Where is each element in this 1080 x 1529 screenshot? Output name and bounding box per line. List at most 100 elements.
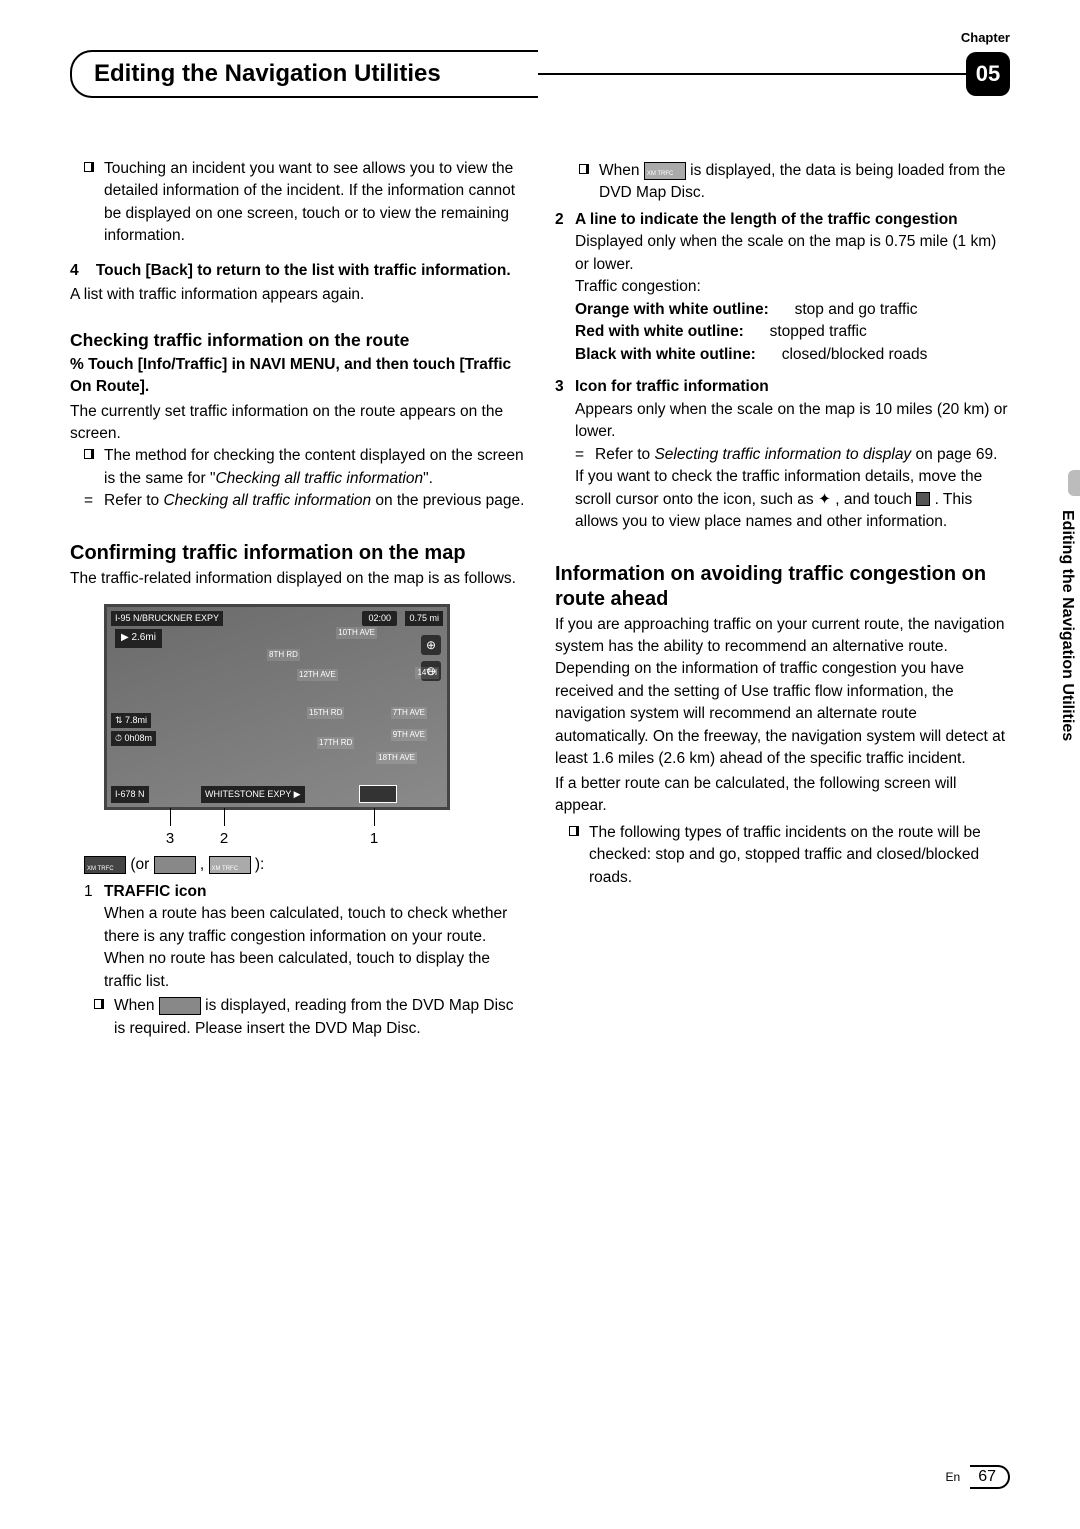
body-text: A list with traffic information appears … [70, 284, 525, 306]
body-text: Touching an incident you want to see all… [104, 160, 515, 244]
right-column: When XM TRFC is displayed, the data is b… [555, 158, 1010, 1040]
traffic-chip-icon [159, 997, 201, 1015]
zoom-in-icon[interactable]: ⊕ [421, 635, 441, 655]
list-number: 2 [555, 209, 564, 231]
callout-number: 1 [370, 828, 378, 850]
xref-item: = Refer to Checking all traffic informat… [70, 490, 525, 512]
map-scale: 0.75 mi [405, 611, 443, 626]
road-label: 14TH [415, 667, 439, 679]
subheading: Checking traffic information on the rout… [70, 329, 525, 352]
bullet-icon [84, 449, 94, 459]
bullet-icon [94, 999, 104, 1009]
content-columns: Touching an incident you want to see all… [70, 158, 1010, 1040]
page-number: 67 [970, 1465, 1010, 1489]
callout-number: 3 [166, 828, 174, 850]
header: Editing the Navigation Utilities 05 [70, 50, 1010, 98]
chapter-number: 05 [966, 52, 1010, 96]
left-column: Touching an incident you want to see all… [70, 158, 525, 1040]
side-tab-marker [1068, 470, 1080, 496]
road-label: 7TH AVE [391, 707, 427, 719]
list-number: 3 [555, 376, 564, 398]
button-icon [916, 492, 930, 506]
xref-item: = Refer to Selecting traffic information… [555, 444, 1010, 466]
list-title: TRAFFIC icon [104, 883, 206, 900]
step-number: 4 [70, 262, 79, 279]
callout-line [170, 808, 171, 826]
body-text: Refer to [595, 446, 654, 463]
body-text-italic: Checking all traffic information [163, 492, 371, 509]
page: Chapter Editing the Navigation Utilities… [0, 0, 1080, 1529]
body-text: , and touch [835, 491, 916, 508]
road-label: 15TH RD [307, 707, 344, 719]
body-text: When [599, 162, 644, 179]
bullet-icon [569, 826, 579, 836]
xref-marker: = [84, 490, 93, 512]
road-label: 9TH AVE [391, 729, 427, 741]
definition-row: Orange with white outline: stop and go t… [555, 299, 1010, 321]
body-text: ): [255, 856, 264, 873]
body-text: on page 69. [911, 446, 997, 463]
callout-line [224, 808, 225, 826]
xref-marker: = [575, 444, 584, 466]
body-text: on the previous page. [371, 492, 524, 509]
road-label: 18TH AVE [376, 752, 417, 764]
map-traffic-icon[interactable] [359, 785, 397, 803]
chip-row: XM TRFC (or , XM TRFC ): [70, 854, 525, 876]
list-item-1: 1 TRAFFIC icon When a route has been cal… [70, 881, 525, 993]
bullet-item: The method for checking the content disp… [70, 445, 525, 490]
body-text: When a route has been calculated, touch … [104, 905, 507, 989]
list-title: Icon for traffic information [575, 378, 769, 395]
step-4: 4 Touch [Back] to return to the list wit… [70, 260, 525, 282]
map-road-label: I-95 N/BRUCKNER EXPY [111, 611, 223, 626]
language-label: En [946, 1470, 961, 1484]
traffic-chip-icon [154, 856, 196, 874]
heading: Information on avoiding traffic congesti… [555, 562, 1010, 612]
body-text: ". [423, 470, 433, 487]
body-text: The following types of traffic incidents… [589, 824, 981, 886]
map-distance: ▶ 2.6mi [115, 629, 162, 648]
header-rule [538, 73, 968, 75]
figure-callouts: 3 2 1 [104, 816, 444, 850]
bullet-item: When is displayed, reading from the DVD … [70, 995, 525, 1040]
body-text: If you are approaching traffic on your c… [555, 614, 1010, 771]
list-item-3: 3 Icon for traffic information [555, 376, 1010, 398]
traffic-chip-icon: XM TRFC [644, 162, 686, 180]
body-text: If a better route can be calculated, the… [555, 773, 1010, 818]
list-number: 1 [84, 881, 93, 903]
body-text: Displayed only when the scale on the map… [555, 231, 1010, 276]
bullet-item: The following types of traffic incidents… [555, 822, 1010, 889]
page-footer: En 67 [946, 1465, 1010, 1489]
definition-row: Black with white outline: closed/blocked… [555, 344, 1010, 366]
bullet-icon [579, 164, 589, 174]
bullet-item: When XM TRFC is displayed, the data is b… [555, 160, 1010, 205]
road-label: 10TH AVE [336, 627, 377, 639]
definition: stopped traffic [770, 323, 867, 340]
bullet-icon [84, 162, 94, 172]
map-route-label: WHITESTONE EXPY ▶ [201, 786, 305, 803]
cursor-icon: ✦ [818, 491, 831, 508]
heading: Confirming traffic information on the ma… [70, 541, 525, 566]
map-info-box: ⏱ 0h08m [111, 731, 156, 746]
body-text-italic: Selecting traffic information to display [654, 446, 911, 463]
side-tab: Editing the Navigation Utilities [1052, 470, 1080, 790]
term: Red with white outline: [575, 323, 744, 340]
step-title: Touch [Back] to return to the list with … [96, 262, 511, 279]
side-tab-label: Editing the Navigation Utilities [1058, 510, 1076, 741]
road-label: 17TH RD [317, 737, 354, 749]
definition-row: Red with white outline: stopped traffic [555, 321, 1010, 343]
body-text: , [200, 856, 209, 873]
definition: closed/blocked roads [782, 346, 928, 363]
list-item-2: 2 A line to indicate the length of the t… [555, 209, 1010, 231]
chapter-label: Chapter [961, 30, 1010, 45]
definition: stop and go traffic [795, 301, 918, 318]
term: Orange with white outline: [575, 301, 769, 318]
body-text: (or [130, 856, 153, 873]
traffic-chip-icon: XM TRFC [84, 856, 126, 874]
map-screenshot: I-95 N/BRUCKNER EXPY 02:00 0.75 mi ▶ 2.6… [104, 604, 450, 810]
callout-line [374, 808, 375, 826]
map-info-box: ⇅ 7.8mi [111, 713, 151, 728]
callout-number: 2 [220, 828, 228, 850]
road-label: 12TH AVE [297, 669, 338, 681]
procedure-step: % Touch [Info/Traffic] in NAVI MENU, and… [70, 354, 525, 399]
map-route-label: I-678 N [111, 786, 149, 803]
